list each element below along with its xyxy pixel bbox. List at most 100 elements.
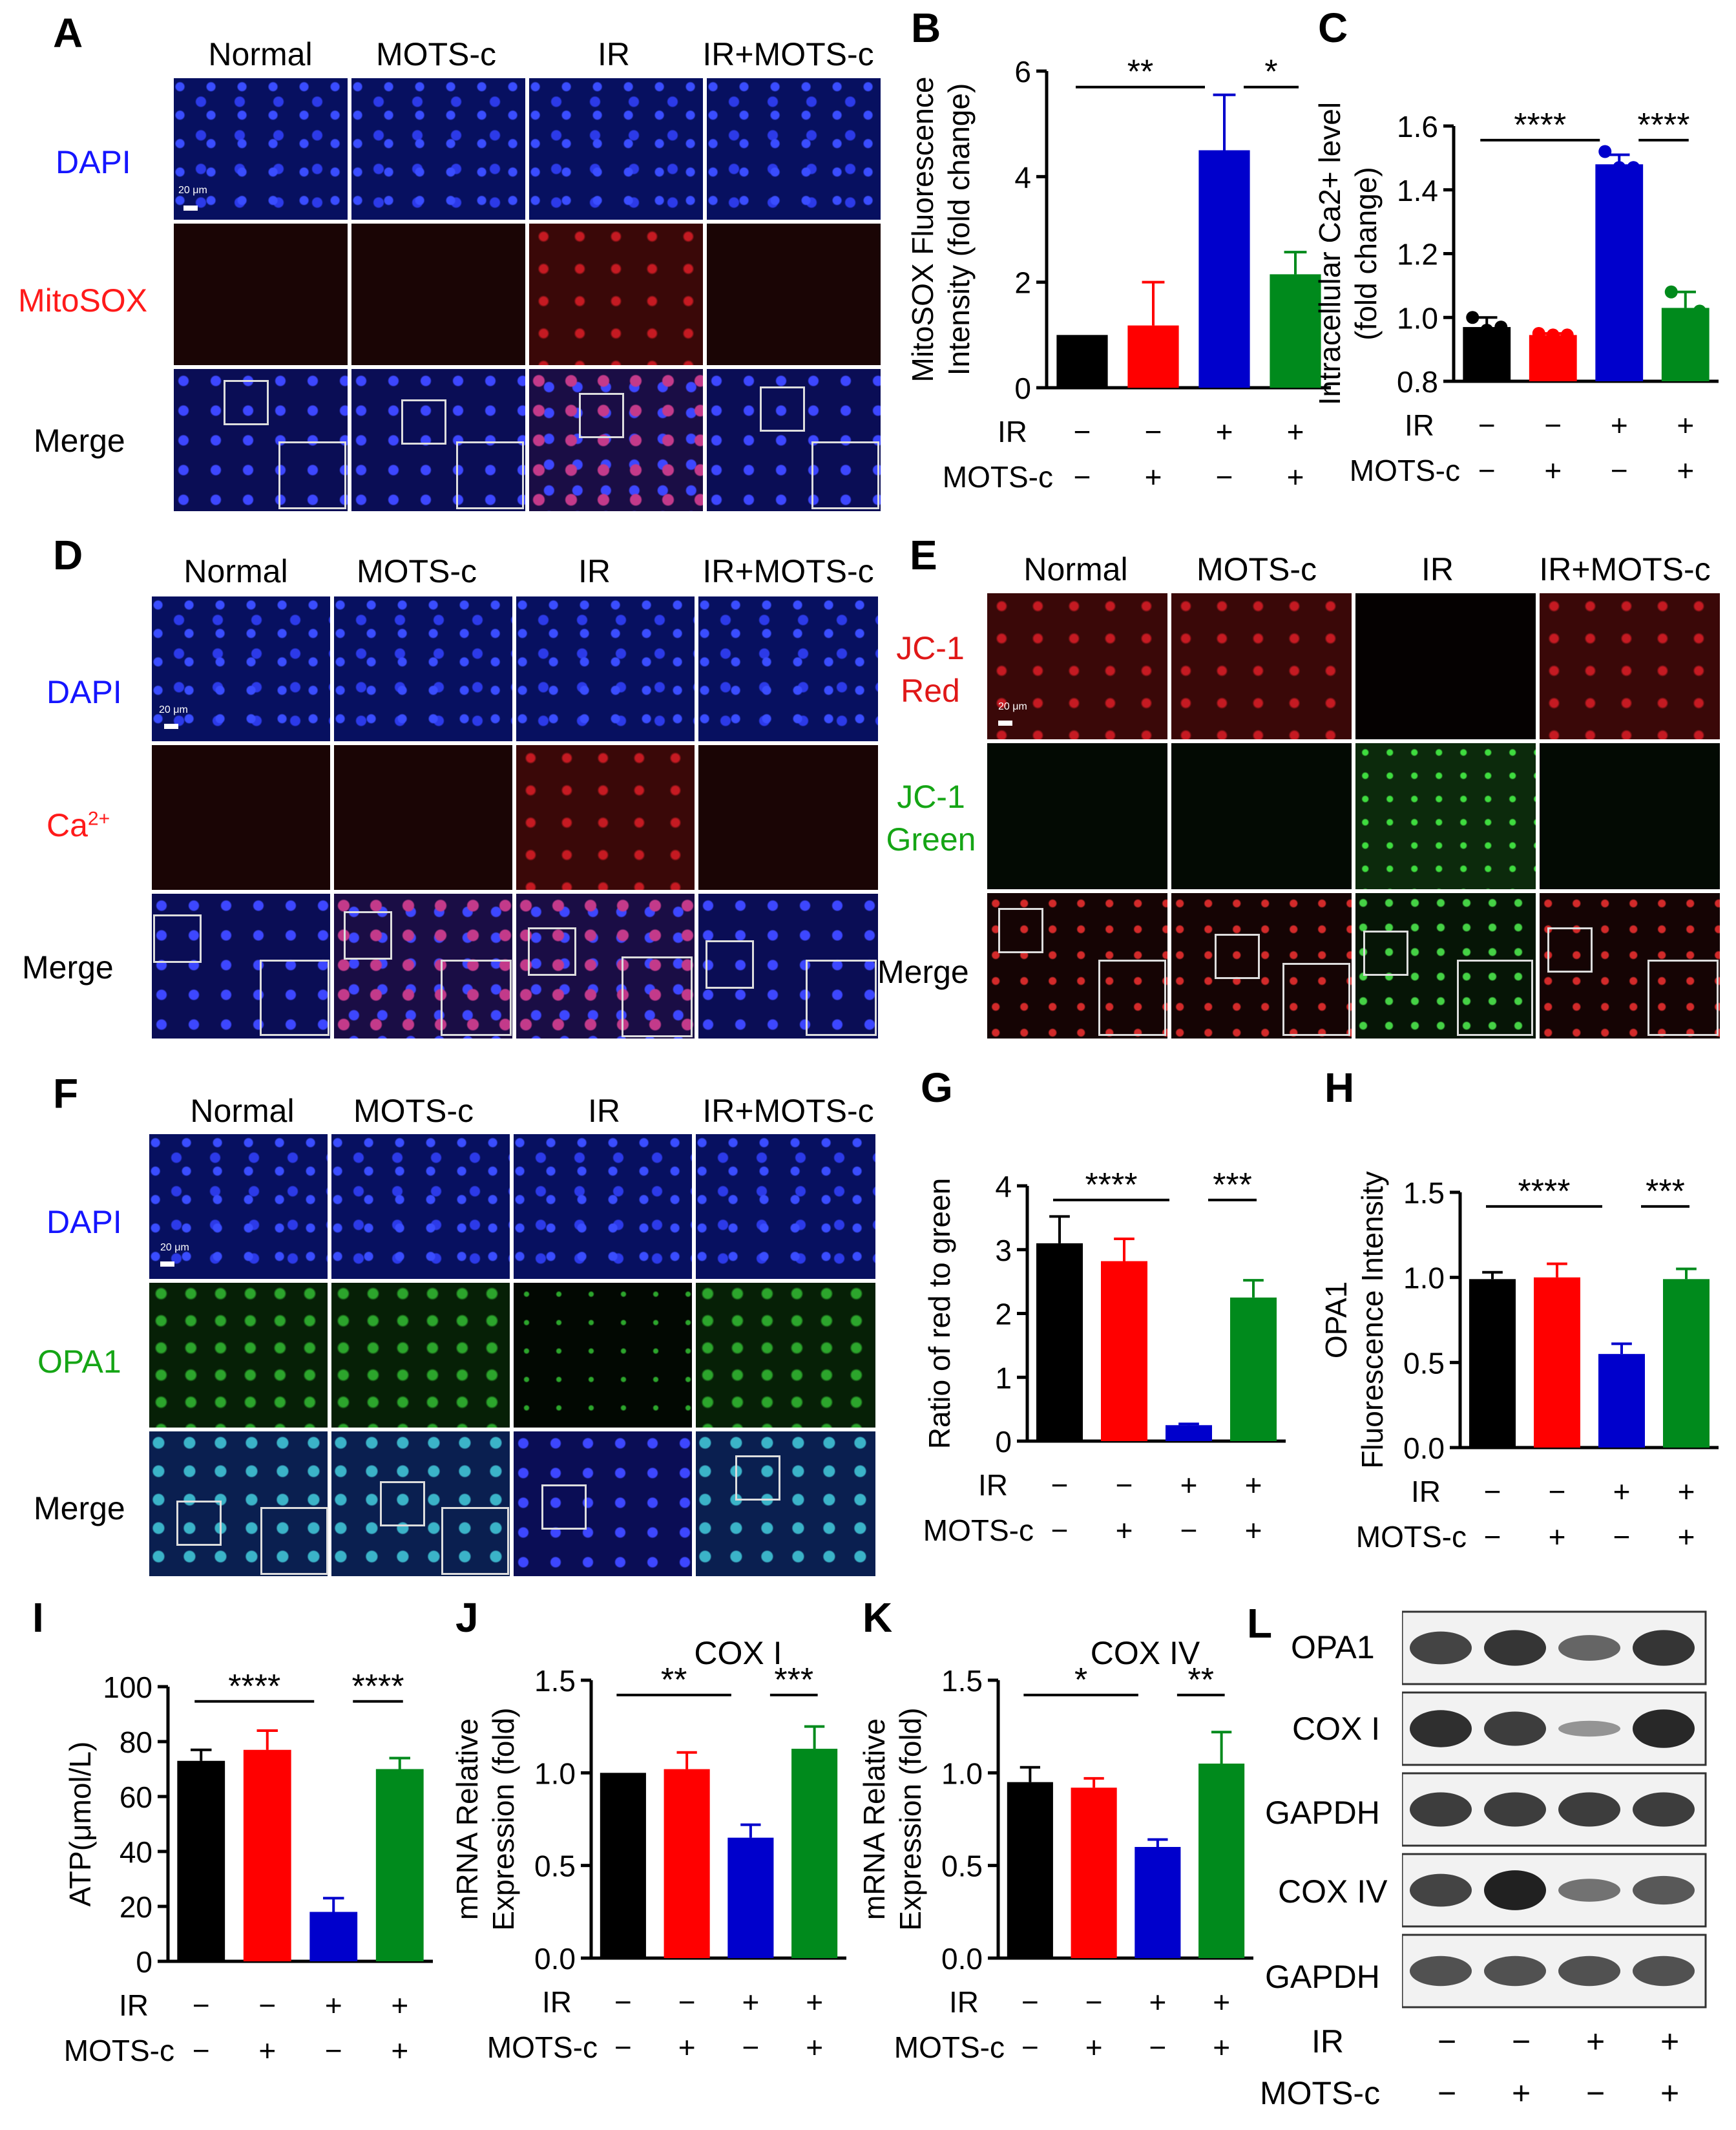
panel-f-col-ir: IR xyxy=(588,1093,620,1129)
f-dapi-normal xyxy=(147,1132,329,1281)
chart-j-ytick-label: 0.0 xyxy=(534,1942,576,1976)
chart-i-ir-sign: − xyxy=(258,1988,276,2022)
blot-band xyxy=(1633,1709,1695,1748)
chart-b-mots-sign: + xyxy=(1287,460,1304,494)
blot-band xyxy=(1410,1631,1472,1665)
panel-d-image-grid: 20 μm xyxy=(150,595,880,1040)
panel-d-col-normal: Normal xyxy=(183,553,288,589)
panel-d-letter: D xyxy=(53,532,83,578)
chart-c-point xyxy=(1678,311,1692,324)
chart-h-ir-sign: − xyxy=(1549,1475,1566,1508)
chart-c-mots-sign: + xyxy=(1677,454,1694,487)
chart-g-ir-sign: + xyxy=(1180,1468,1198,1502)
d-zoom-box xyxy=(706,940,754,989)
chart-j-bar xyxy=(664,1769,710,1958)
chart-g-bar xyxy=(1166,1425,1212,1441)
f-opa1-irmots xyxy=(694,1281,877,1429)
chart-i-ir-sign: + xyxy=(391,1988,408,2022)
chart-b-ytick-label: 0 xyxy=(1014,372,1031,405)
chart-b-ir-label: IR xyxy=(998,415,1027,448)
d-zoom-inset xyxy=(441,960,512,1036)
chart-b-sig-label: * xyxy=(1264,54,1277,91)
chart-g-ir-label: IR xyxy=(978,1468,1008,1502)
chart-i-mots-sign: − xyxy=(193,2034,210,2067)
chart-g-sig-label: *** xyxy=(1213,1166,1252,1204)
chart-c-ir-sign: + xyxy=(1611,408,1628,442)
e-zoom-inset xyxy=(1282,963,1350,1036)
panel-a-letter: A xyxy=(53,10,83,56)
chart-b-bar xyxy=(1056,335,1108,388)
chart-g-ytick-label: 3 xyxy=(995,1234,1012,1267)
panel-e-row-jc1-red: JC-1 Red xyxy=(879,627,982,712)
chart-j-ytick-label: 1.5 xyxy=(534,1664,576,1698)
chart-c-point xyxy=(1627,161,1640,174)
d-zoom-box xyxy=(528,927,576,976)
chart-i-ir-sign: − xyxy=(193,1988,210,2022)
a-merge-normal xyxy=(172,367,350,513)
chart-h-bar xyxy=(1534,1277,1580,1448)
chart-c-point xyxy=(1494,321,1508,334)
jc1-green-line1: JC-1 xyxy=(897,779,965,815)
blot-band xyxy=(1484,1630,1546,1666)
a-merge-mots xyxy=(350,367,527,513)
a-zoom-box xyxy=(579,393,624,438)
chart-c-mots-label: MOTS-c xyxy=(1350,454,1460,487)
chart-c-ytick-label: 0.8 xyxy=(1397,365,1438,399)
chart-b-mots-sign: − xyxy=(1074,460,1091,494)
chart-i: I 0 20 40 60 80 100 ATP(μmol/L) **** **** IR MOTS-c… xyxy=(32,1594,433,2067)
chart-c-ir-sign: − xyxy=(1544,408,1562,442)
a-mitosox-irmots xyxy=(705,222,883,367)
e-zoom-inset xyxy=(1457,960,1533,1036)
a-zoom-inset xyxy=(456,441,524,509)
chart-c-ytick-label: 1.2 xyxy=(1397,238,1438,271)
d-scale-label: 20 μm xyxy=(159,704,188,715)
f-opa1-ir xyxy=(512,1281,694,1429)
d-zoom-inset xyxy=(622,956,693,1037)
chart-c-ytick-label: 1.6 xyxy=(1397,110,1438,143)
chart-k-ir-label: IR xyxy=(949,1985,979,2019)
chart-i-ytick-label: 40 xyxy=(120,1835,152,1869)
chart-b-mots-sign: + xyxy=(1145,460,1162,494)
chart-g-ir-sign: − xyxy=(1116,1468,1133,1502)
chart-i-sig-label: **** xyxy=(228,1668,280,1705)
chart-j-bar xyxy=(600,1773,646,1958)
blot-ir-1: − xyxy=(1438,2023,1457,2060)
chart-c-ir-label: IR xyxy=(1405,408,1434,442)
chart-i-ir-sign: + xyxy=(325,1988,342,2022)
chart-g-mots-sign: − xyxy=(1180,1513,1198,1547)
e-merge-mots xyxy=(1169,891,1354,1040)
chart-b-ylabel: MitoSOX Fluorescence xyxy=(906,77,939,383)
a-dapi-mots xyxy=(350,76,527,222)
chart-j-mots-sign: + xyxy=(806,2030,823,2064)
f-scale-bar xyxy=(160,1261,174,1267)
chart-b-sig-label: ** xyxy=(1127,54,1153,91)
chart-i-ytick-label: 20 xyxy=(120,1890,152,1924)
blot-label-cox1: COX I xyxy=(1292,1711,1381,1747)
panel-l-letter: L xyxy=(1247,1600,1273,1647)
chart-i-ytick-label: 80 xyxy=(120,1725,152,1759)
chart-c-point xyxy=(1532,326,1545,340)
blot-band xyxy=(1484,1792,1546,1827)
chart-h-bar xyxy=(1663,1279,1710,1448)
chart-b-letter: B xyxy=(911,5,941,51)
blot-mots-1: − xyxy=(1438,2075,1457,2111)
jc1-green-line2: Green xyxy=(886,821,976,858)
chart-g-ytick-label: 1 xyxy=(995,1361,1012,1395)
chart-g-bar xyxy=(1230,1297,1277,1441)
chart-j-ytick-label: 1.0 xyxy=(534,1756,576,1790)
chart-h-bar xyxy=(1469,1279,1516,1448)
d-ca-irmots xyxy=(696,743,880,892)
chart-j-bar xyxy=(727,1837,774,1958)
chart-k-mots-sign: + xyxy=(1085,2030,1103,2064)
chart-c: C 0.8 1.0 1.2 1.4 1.6 Intracellular Ca2+ level… xyxy=(1313,5,1719,487)
chart-i-sig-label: **** xyxy=(352,1668,404,1705)
e-merge-ir xyxy=(1354,891,1538,1040)
blot-ir-4: + xyxy=(1660,2023,1680,2060)
chart-b-bar xyxy=(1270,274,1321,388)
blot-ir-label: IR xyxy=(1312,2023,1344,2060)
chart-h-mots-label: MOTS-c xyxy=(1356,1520,1467,1554)
e-red-mots xyxy=(1169,591,1354,741)
chart-k-ytick-label: 1.5 xyxy=(941,1664,983,1698)
e-merge-irmots xyxy=(1538,891,1722,1040)
chart-i-bar xyxy=(177,1760,225,1961)
